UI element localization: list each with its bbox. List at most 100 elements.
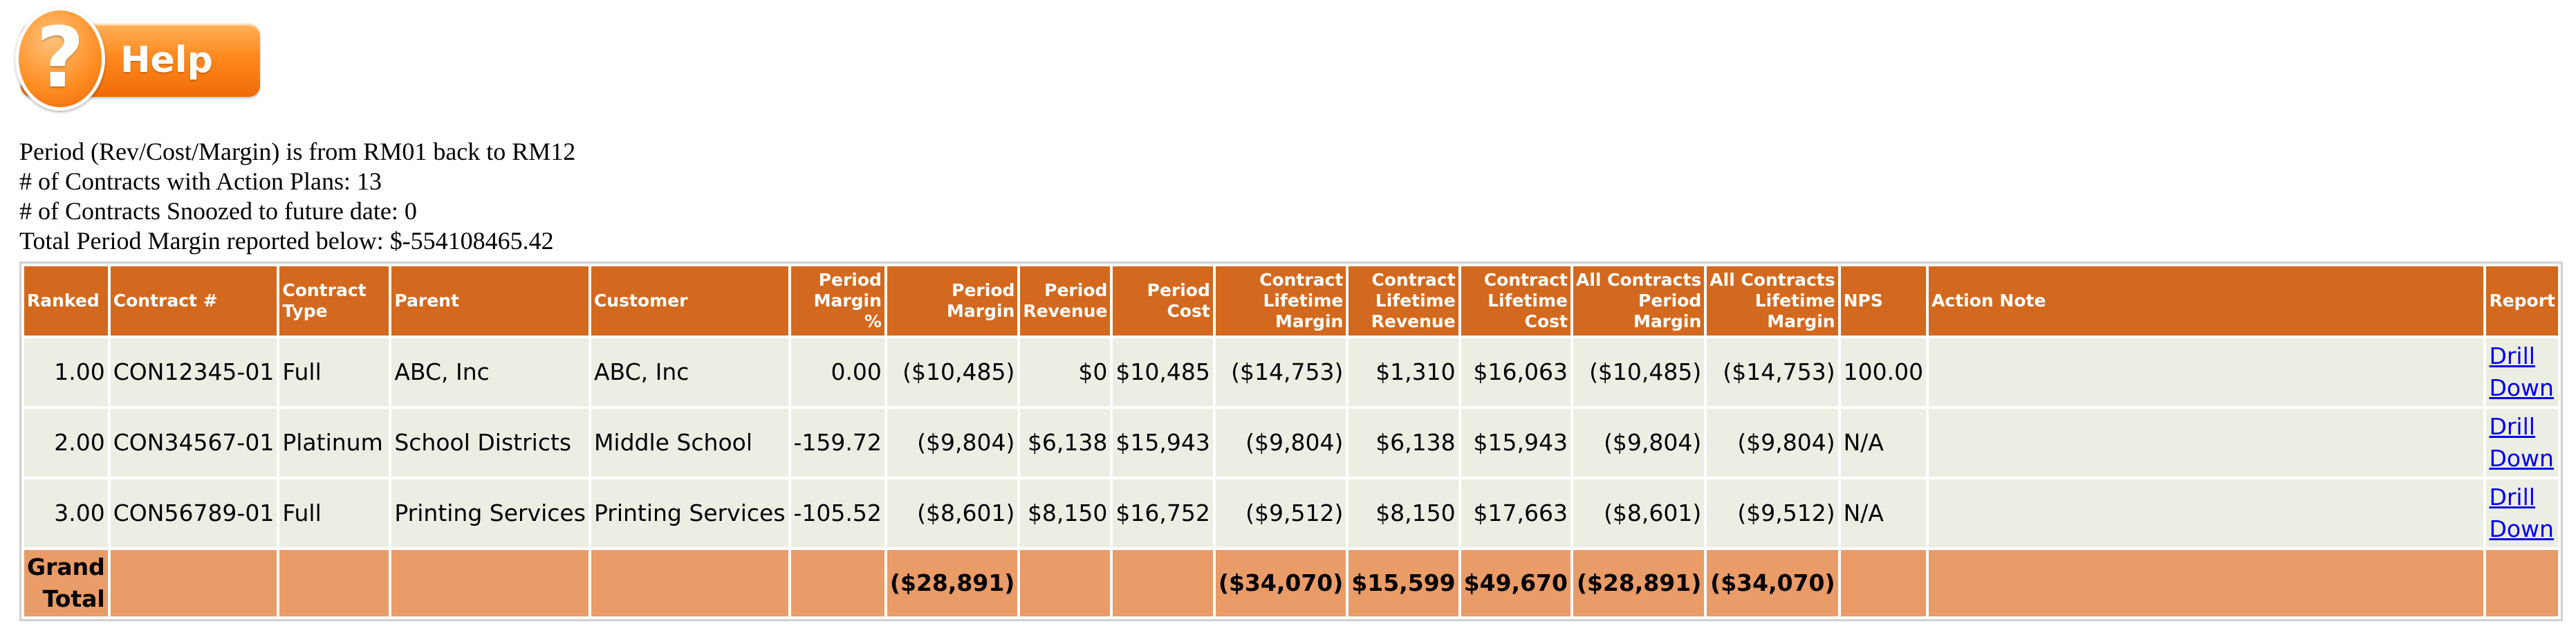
cell-period-margin-pct: -105.52 xyxy=(790,479,884,547)
table-row: 2.00 CON34567-01 Platinum School Distric… xyxy=(24,409,2558,477)
drill-down-link[interactable]: Drill Down xyxy=(2489,484,2554,542)
cell-parent: ABC, Inc xyxy=(391,338,589,406)
total-margin-line: Total Period Margin reported below: $-55… xyxy=(19,227,554,255)
cell-contract-lifetime-margin: ($9,804) xyxy=(1215,409,1346,477)
cell-period-cost: $10,485 xyxy=(1113,338,1213,406)
cell-contract-type: Full xyxy=(279,338,389,406)
cell-report: Drill Down xyxy=(2486,479,2558,547)
table-row: 1.00 CON12345-01 Full ABC, Inc ABC, Inc … xyxy=(24,338,2558,406)
help-label: Help xyxy=(120,39,213,81)
col-ranked: Ranked xyxy=(24,266,108,336)
cell-action-note xyxy=(1929,338,2484,406)
grand-total-row: Grand Total ($28,891) ($34,070) $15,599 $… xyxy=(24,550,2558,616)
total-cell-empty xyxy=(1929,550,2484,616)
total-cell-empty xyxy=(110,550,277,616)
cell-period-margin-pct: 0.00 xyxy=(790,338,884,406)
cell-customer: Middle School xyxy=(591,409,788,477)
cell-contract-lifetime-cost: $16,063 xyxy=(1461,338,1570,406)
cell-nps: N/A xyxy=(1840,479,1927,547)
cell-nps: N/A xyxy=(1840,409,1927,477)
period-line: Period (Rev/Cost/Margin) is from RM01 ba… xyxy=(19,138,576,165)
col-parent: Parent xyxy=(391,266,589,336)
header-row: Ranked Contract # Contract Type Parent Cu… xyxy=(24,266,2558,336)
cell-contract-lifetime-revenue: $1,310 xyxy=(1349,338,1458,406)
cell-period-margin: ($8,601) xyxy=(887,479,1018,547)
cell-contract: CON56789-01 xyxy=(110,479,277,547)
drill-down-link[interactable]: Drill Down xyxy=(2489,342,2554,401)
cell-contract: CON34567-01 xyxy=(110,409,277,477)
cell-all-contracts-period-margin: ($9,804) xyxy=(1573,409,1705,477)
col-period-margin-pct: Period Margin% xyxy=(790,266,884,336)
cell-period-margin: ($10,485) xyxy=(887,338,1018,406)
total-contract-lifetime-revenue: $15,599 xyxy=(1349,550,1458,616)
total-cell-empty xyxy=(279,550,389,616)
cell-period-cost: $15,943 xyxy=(1113,409,1213,477)
cell-period-revenue: $0 xyxy=(1020,338,1111,406)
cell-all-contracts-lifetime-margin: ($9,512) xyxy=(1707,479,1838,547)
cell-contract-lifetime-revenue: $6,138 xyxy=(1349,409,1458,477)
table-row: 3.00 CON56789-01 Full Printing Services … xyxy=(24,479,2558,547)
cell-contract-lifetime-margin: ($14,753) xyxy=(1215,338,1346,406)
cell-action-note xyxy=(1929,479,2484,547)
cell-parent: School Districts xyxy=(391,409,589,477)
cell-customer: ABC, Inc xyxy=(591,338,788,406)
total-cell-empty xyxy=(1020,550,1111,616)
cell-ranked: 2.00 xyxy=(24,409,108,477)
cell-contract-lifetime-cost: $17,663 xyxy=(1461,479,1570,547)
report-summary: Period (Rev/Cost/Margin) is from RM01 ba… xyxy=(19,137,575,256)
contracts-table: Ranked Contract # Contract Type Parent Cu… xyxy=(19,262,2563,621)
col-action-note: Action Note xyxy=(1929,266,2484,336)
grand-total-label: Grand Total xyxy=(24,550,108,616)
cell-contract-lifetime-revenue: $8,150 xyxy=(1349,479,1458,547)
col-contract: Contract # xyxy=(110,266,277,336)
total-cell-empty xyxy=(1113,550,1213,616)
cell-period-revenue: $6,138 xyxy=(1020,409,1111,477)
total-cell-empty xyxy=(2486,550,2558,616)
cell-all-contracts-period-margin: ($8,601) xyxy=(1573,479,1705,547)
cell-parent: Printing Services xyxy=(391,479,589,547)
cell-contract-lifetime-cost: $15,943 xyxy=(1461,409,1570,477)
col-contract-type: Contract Type xyxy=(279,266,389,336)
col-all-contracts-lifetime-margin: All Contracts Lifetime Margin xyxy=(1707,266,1838,336)
total-cell-empty xyxy=(391,550,589,616)
question-mark-glyph: ? xyxy=(36,10,84,107)
col-period-revenue: Period Revenue xyxy=(1020,266,1111,336)
cell-ranked: 3.00 xyxy=(24,479,108,547)
col-customer: Customer xyxy=(591,266,788,336)
cell-nps: 100.00 xyxy=(1840,338,1927,406)
cell-report: Drill Down xyxy=(2486,409,2558,477)
total-cell-empty xyxy=(790,550,884,616)
cell-ranked: 1.00 xyxy=(24,338,108,406)
col-period-cost: Period Cost xyxy=(1113,266,1213,336)
help-question-icon: ? xyxy=(15,7,105,111)
cell-report: Drill Down xyxy=(2486,338,2558,406)
col-nps: NPS xyxy=(1840,266,1927,336)
total-contract-lifetime-margin: ($34,070) xyxy=(1215,550,1346,616)
total-all-contracts-period-margin: ($28,891) xyxy=(1573,550,1705,616)
cell-customer: Printing Services xyxy=(591,479,788,547)
col-contract-lifetime-cost: Contract Lifetime Cost xyxy=(1461,266,1570,336)
cell-contract: CON12345-01 xyxy=(110,338,277,406)
cell-period-margin: ($9,804) xyxy=(887,409,1018,477)
total-all-contracts-lifetime-margin: ($34,070) xyxy=(1707,550,1838,616)
action-plans-line: # of Contracts with Action Plans: 13 xyxy=(19,167,382,195)
total-cell-empty xyxy=(1840,550,1927,616)
cell-action-note xyxy=(1929,409,2484,477)
cell-contract-type: Full xyxy=(279,479,389,547)
snoozed-line: # of Contracts Snoozed to future date: 0 xyxy=(19,197,417,225)
help-button[interactable]: ? Help xyxy=(15,7,263,111)
col-report: Report xyxy=(2486,266,2558,336)
drill-down-link[interactable]: Drill Down xyxy=(2489,413,2554,472)
cell-contract-lifetime-margin: ($9,512) xyxy=(1215,479,1346,547)
total-contract-lifetime-cost: $49,670 xyxy=(1461,550,1570,616)
total-cell-empty xyxy=(591,550,788,616)
cell-period-revenue: $8,150 xyxy=(1020,479,1111,547)
cell-all-contracts-period-margin: ($10,485) xyxy=(1573,338,1705,406)
cell-all-contracts-lifetime-margin: ($9,804) xyxy=(1707,409,1838,477)
cell-period-cost: $16,752 xyxy=(1113,479,1213,547)
col-contract-lifetime-margin: Contract Lifetime Margin xyxy=(1215,266,1346,336)
col-all-contracts-period-margin: All Contracts Period Margin xyxy=(1573,266,1705,336)
cell-contract-type: Platinum xyxy=(279,409,389,477)
col-period-margin: Period Margin xyxy=(887,266,1018,336)
cell-period-margin-pct: -159.72 xyxy=(790,409,884,477)
